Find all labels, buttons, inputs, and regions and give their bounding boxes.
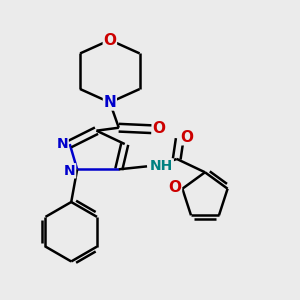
Text: O: O xyxy=(103,32,116,47)
Text: N: N xyxy=(64,164,76,178)
Text: N: N xyxy=(103,95,116,110)
Text: N: N xyxy=(56,137,68,151)
Text: O: O xyxy=(152,121,165,136)
Text: O: O xyxy=(181,130,194,145)
Text: O: O xyxy=(168,180,182,195)
Text: NH: NH xyxy=(150,159,173,173)
